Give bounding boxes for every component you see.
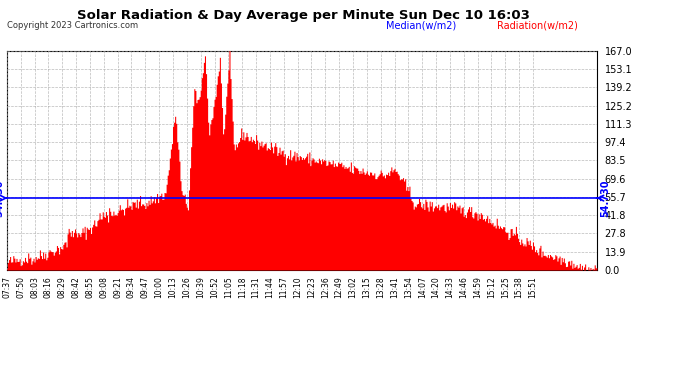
Text: Median(w/m2): Median(w/m2) (386, 21, 457, 31)
Text: 54.730: 54.730 (600, 179, 610, 217)
Text: Copyright 2023 Cartronics.com: Copyright 2023 Cartronics.com (7, 21, 138, 30)
Text: Radiation(w/m2): Radiation(w/m2) (497, 21, 578, 31)
Text: 54.730: 54.730 (0, 179, 4, 217)
Text: Solar Radiation & Day Average per Minute Sun Dec 10 16:03: Solar Radiation & Day Average per Minute… (77, 9, 530, 22)
